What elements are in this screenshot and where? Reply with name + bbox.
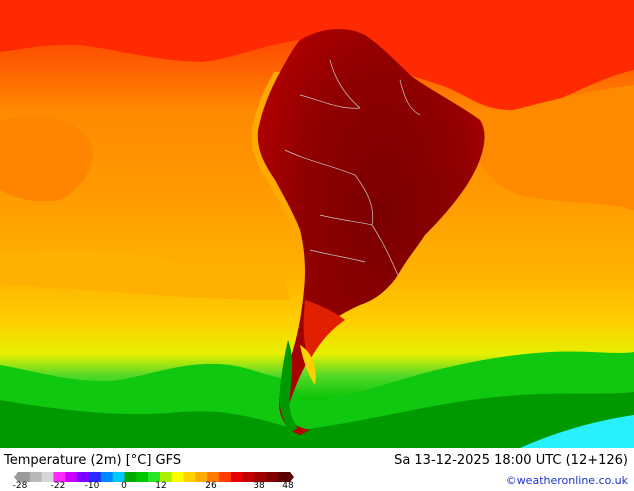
- scale-swatch: [77, 472, 90, 482]
- tropical-warm-band: [0, 0, 634, 111]
- scale-tick-label: 12: [155, 481, 167, 491]
- scale-swatch: [88, 472, 102, 482]
- southern-deep-green: [0, 392, 634, 448]
- scale-swatch: [278, 472, 291, 482]
- scale-swatch: [100, 472, 114, 482]
- scale-swatch: [242, 472, 255, 482]
- map-title: Temperature (2m) [°C] GFS: [4, 453, 182, 468]
- country-borders: [284, 59, 421, 276]
- credit-link[interactable]: ©weatheronline.co.uk: [505, 474, 628, 487]
- scale-swatch: [207, 472, 220, 482]
- scale-swatch: [29, 472, 43, 482]
- scale-tick-label: 26: [205, 481, 217, 491]
- pacific-yellow-band: [0, 249, 290, 300]
- scale-tick-label: -22: [50, 481, 66, 491]
- patagonia-yellow: [300, 345, 316, 385]
- scale-swatch: [65, 472, 78, 482]
- scale-swatch: [183, 472, 196, 482]
- scale-swatch: [124, 472, 137, 482]
- scale-swatch: [171, 472, 184, 482]
- scale-swatch: [159, 472, 173, 482]
- scale-swatch: [112, 472, 125, 482]
- scale-swatch: [136, 472, 149, 482]
- scale-swatch: [266, 472, 279, 482]
- antarctic-ice: [520, 415, 634, 448]
- map-footer: [0, 448, 634, 490]
- atlantic-warm-patch: [470, 85, 634, 210]
- southern-cone-warm: [303, 300, 345, 360]
- color-scale-bar: [14, 472, 294, 482]
- scale-arrow-right: [290, 472, 294, 482]
- temperature-map: [0, 0, 634, 448]
- scale-swatch: [41, 472, 54, 482]
- scale-swatch: [195, 472, 208, 482]
- scale-arrow-left: [14, 472, 18, 482]
- scale-tick-label: 0: [121, 481, 127, 491]
- scale-swatch: [254, 472, 267, 482]
- scale-tick-label: 48: [282, 481, 294, 491]
- scale-swatch: [219, 472, 232, 482]
- scale-swatch: [230, 472, 244, 482]
- scale-tick-label: -10: [84, 481, 100, 491]
- valid-time: Sa 13-12-2025 18:00 UTC (12+126): [394, 453, 628, 468]
- scale-tick-label: 38: [253, 481, 265, 491]
- scale-tick-label: -28: [12, 481, 28, 491]
- pacific-warm-patch: [0, 115, 93, 202]
- scale-swatch: [18, 472, 31, 482]
- patagonia-green: [279, 340, 298, 432]
- scale-swatch: [53, 472, 66, 482]
- scale-swatch: [148, 472, 161, 482]
